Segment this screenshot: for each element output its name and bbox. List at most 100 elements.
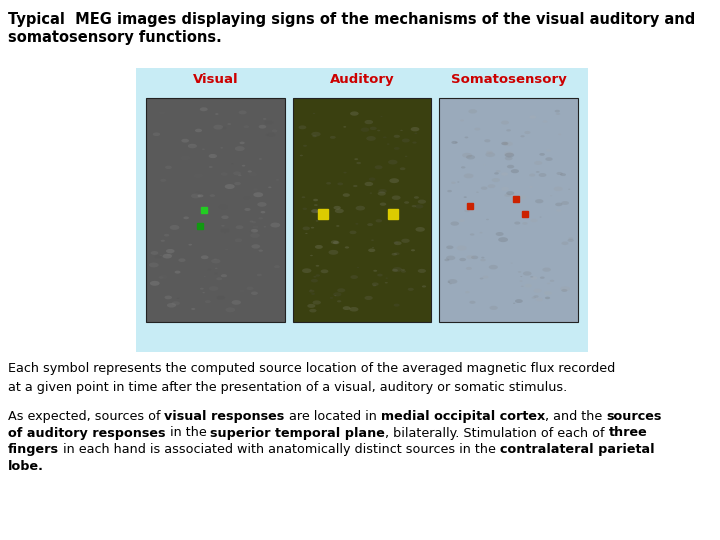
Ellipse shape — [264, 120, 274, 125]
Ellipse shape — [386, 278, 388, 279]
Ellipse shape — [313, 276, 317, 278]
Ellipse shape — [158, 111, 166, 114]
Ellipse shape — [217, 227, 226, 231]
Ellipse shape — [333, 292, 341, 296]
Ellipse shape — [215, 113, 218, 115]
Ellipse shape — [415, 227, 425, 232]
Ellipse shape — [550, 195, 552, 196]
Text: Each symbol represents the computed source location of the averaged magnetic flu: Each symbol represents the computed sour… — [8, 362, 616, 394]
Ellipse shape — [547, 282, 550, 285]
Ellipse shape — [529, 173, 536, 177]
Ellipse shape — [364, 296, 373, 300]
Text: are located in: are located in — [284, 410, 381, 423]
Ellipse shape — [311, 227, 314, 228]
Ellipse shape — [449, 283, 452, 285]
Ellipse shape — [167, 253, 173, 256]
Ellipse shape — [328, 250, 338, 255]
Ellipse shape — [311, 293, 315, 295]
Ellipse shape — [243, 196, 251, 199]
Text: somatosensory functions.: somatosensory functions. — [8, 30, 222, 45]
Ellipse shape — [459, 258, 466, 261]
Ellipse shape — [167, 303, 176, 308]
Ellipse shape — [501, 187, 509, 191]
Ellipse shape — [210, 194, 215, 197]
Ellipse shape — [465, 291, 469, 293]
Ellipse shape — [401, 239, 410, 243]
Ellipse shape — [510, 262, 513, 264]
Ellipse shape — [539, 173, 546, 177]
Ellipse shape — [530, 276, 534, 278]
Ellipse shape — [557, 210, 561, 212]
Ellipse shape — [216, 278, 222, 280]
Ellipse shape — [554, 187, 563, 191]
Ellipse shape — [313, 199, 318, 201]
Ellipse shape — [228, 123, 231, 125]
Ellipse shape — [268, 186, 271, 188]
Ellipse shape — [150, 281, 160, 286]
Ellipse shape — [232, 300, 241, 305]
Ellipse shape — [501, 141, 508, 145]
Ellipse shape — [383, 137, 387, 138]
Ellipse shape — [464, 197, 467, 198]
Ellipse shape — [457, 181, 459, 183]
Ellipse shape — [384, 282, 388, 284]
Ellipse shape — [343, 193, 350, 197]
Ellipse shape — [221, 274, 227, 277]
Ellipse shape — [333, 206, 341, 210]
Ellipse shape — [400, 130, 402, 131]
Ellipse shape — [311, 132, 320, 137]
Text: , and the: , and the — [545, 410, 606, 423]
Ellipse shape — [258, 158, 262, 160]
Ellipse shape — [234, 182, 240, 185]
Ellipse shape — [171, 301, 180, 306]
Text: superior temporal plane: superior temporal plane — [210, 427, 385, 440]
Ellipse shape — [534, 161, 542, 165]
Ellipse shape — [412, 205, 416, 207]
Ellipse shape — [215, 273, 218, 274]
Ellipse shape — [368, 248, 375, 252]
Ellipse shape — [302, 207, 307, 210]
Ellipse shape — [250, 231, 253, 232]
Ellipse shape — [495, 232, 504, 236]
Ellipse shape — [349, 307, 359, 312]
Ellipse shape — [199, 107, 207, 111]
Ellipse shape — [274, 265, 280, 268]
Ellipse shape — [220, 228, 230, 233]
Ellipse shape — [535, 199, 544, 204]
Ellipse shape — [379, 202, 386, 206]
Ellipse shape — [201, 255, 209, 259]
Ellipse shape — [507, 165, 514, 168]
Ellipse shape — [184, 217, 189, 219]
Ellipse shape — [315, 211, 320, 213]
Ellipse shape — [366, 136, 376, 141]
Ellipse shape — [207, 269, 211, 271]
Ellipse shape — [554, 110, 560, 112]
Ellipse shape — [505, 157, 513, 160]
Ellipse shape — [243, 125, 249, 128]
Ellipse shape — [235, 291, 243, 295]
Ellipse shape — [258, 249, 263, 252]
Ellipse shape — [155, 255, 161, 259]
Ellipse shape — [540, 276, 544, 279]
Ellipse shape — [529, 116, 536, 119]
Ellipse shape — [501, 142, 508, 145]
Ellipse shape — [181, 139, 189, 143]
Ellipse shape — [504, 152, 513, 156]
Ellipse shape — [258, 125, 266, 129]
Ellipse shape — [446, 246, 454, 249]
Ellipse shape — [252, 221, 256, 223]
Ellipse shape — [240, 141, 245, 144]
Ellipse shape — [392, 195, 400, 200]
Ellipse shape — [354, 158, 358, 160]
Ellipse shape — [376, 219, 382, 222]
Ellipse shape — [251, 292, 258, 295]
Ellipse shape — [480, 232, 482, 233]
Ellipse shape — [311, 210, 318, 213]
Ellipse shape — [380, 116, 382, 117]
Ellipse shape — [233, 171, 241, 176]
Ellipse shape — [447, 190, 452, 192]
Ellipse shape — [271, 222, 280, 227]
Ellipse shape — [459, 219, 464, 222]
Ellipse shape — [161, 240, 165, 242]
Ellipse shape — [469, 301, 475, 304]
